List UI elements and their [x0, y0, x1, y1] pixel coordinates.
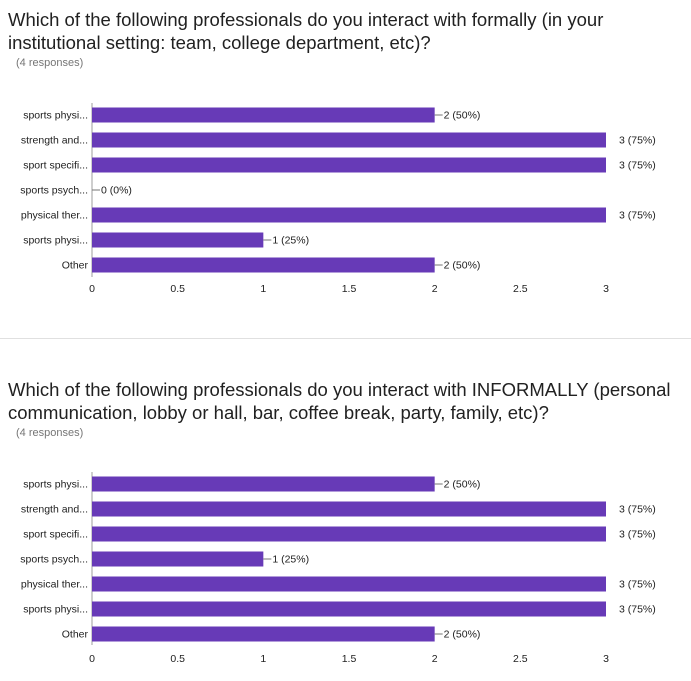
data-label: 3 (75%) — [619, 135, 656, 147]
question-title: Which of the following professionals do … — [8, 9, 604, 53]
category-label: physical ther... — [21, 579, 88, 591]
x-tick-label: 0.5 — [170, 283, 185, 295]
bar-chart-informal: sports physi... 2 (50%) strength and... 3 (… — [20, 472, 656, 665]
category-label: sports physi... — [23, 479, 88, 491]
bar — [92, 257, 435, 273]
question-title: Which of the following professionals do … — [8, 379, 671, 423]
x-tick-label: 2 — [432, 283, 438, 295]
category-label: sport specifi... — [23, 160, 88, 172]
x-tick-label: 0 — [89, 283, 95, 295]
data-label: 0 (0%) — [101, 185, 132, 197]
x-tick-label: 0.5 — [170, 653, 185, 665]
bar — [92, 157, 606, 173]
x-tick-label: 2.5 — [513, 653, 528, 665]
data-label: 2 (50%) — [444, 110, 481, 122]
category-label: sports physi... — [23, 110, 88, 122]
category-label: strength and... — [21, 504, 88, 516]
category-label: sports physi... — [23, 235, 88, 247]
x-tick-label: 1.5 — [342, 653, 357, 665]
x-tick-label: 3 — [603, 653, 609, 665]
bar — [92, 576, 606, 592]
data-label: 1 (25%) — [272, 235, 309, 247]
x-tick-label: 0 — [89, 653, 95, 665]
bar — [92, 526, 606, 542]
x-tick-label: 1 — [260, 653, 266, 665]
question-card-informal: Which of the following professionals do … — [0, 340, 691, 681]
category-label: physical ther... — [21, 210, 88, 222]
x-tick-label: 2.5 — [513, 283, 528, 295]
bar-chart-formal: sports physi... 2 (50%) strength and... 3 (… — [20, 103, 656, 295]
category-label: sports psych... — [20, 185, 88, 197]
response-count: (4 responses) — [16, 427, 84, 439]
bar — [92, 232, 264, 248]
question-card-formal: Which of the following professionals do … — [0, 0, 691, 338]
bar — [92, 476, 435, 492]
data-label: 3 (75%) — [619, 604, 656, 616]
data-label: 3 (75%) — [619, 529, 656, 541]
category-label: sports physi... — [23, 604, 88, 616]
bar — [92, 601, 606, 617]
data-label: 3 (75%) — [619, 210, 656, 222]
data-label: 2 (50%) — [444, 479, 481, 491]
bar — [92, 626, 435, 642]
category-label: Other — [62, 629, 89, 641]
bar — [92, 207, 606, 223]
category-label: Other — [62, 260, 89, 272]
x-tick-label: 1.5 — [342, 283, 357, 295]
data-label: 3 (75%) — [619, 579, 656, 591]
response-count: (4 responses) — [16, 57, 84, 69]
bar — [92, 501, 606, 517]
bar — [92, 551, 264, 567]
category-label: sport specifi... — [23, 529, 88, 541]
bar — [92, 107, 435, 123]
data-label: 1 (25%) — [272, 554, 309, 566]
x-tick-label: 2 — [432, 653, 438, 665]
x-tick-label: 3 — [603, 283, 609, 295]
category-label: sports psych... — [20, 554, 88, 566]
data-label: 2 (50%) — [444, 260, 481, 272]
category-label: strength and... — [21, 135, 88, 147]
card-divider — [0, 338, 691, 339]
x-tick-label: 1 — [260, 283, 266, 295]
data-label: 2 (50%) — [444, 629, 481, 641]
data-label: 3 (75%) — [619, 504, 656, 516]
data-label: 3 (75%) — [619, 160, 656, 172]
bar — [92, 132, 606, 148]
